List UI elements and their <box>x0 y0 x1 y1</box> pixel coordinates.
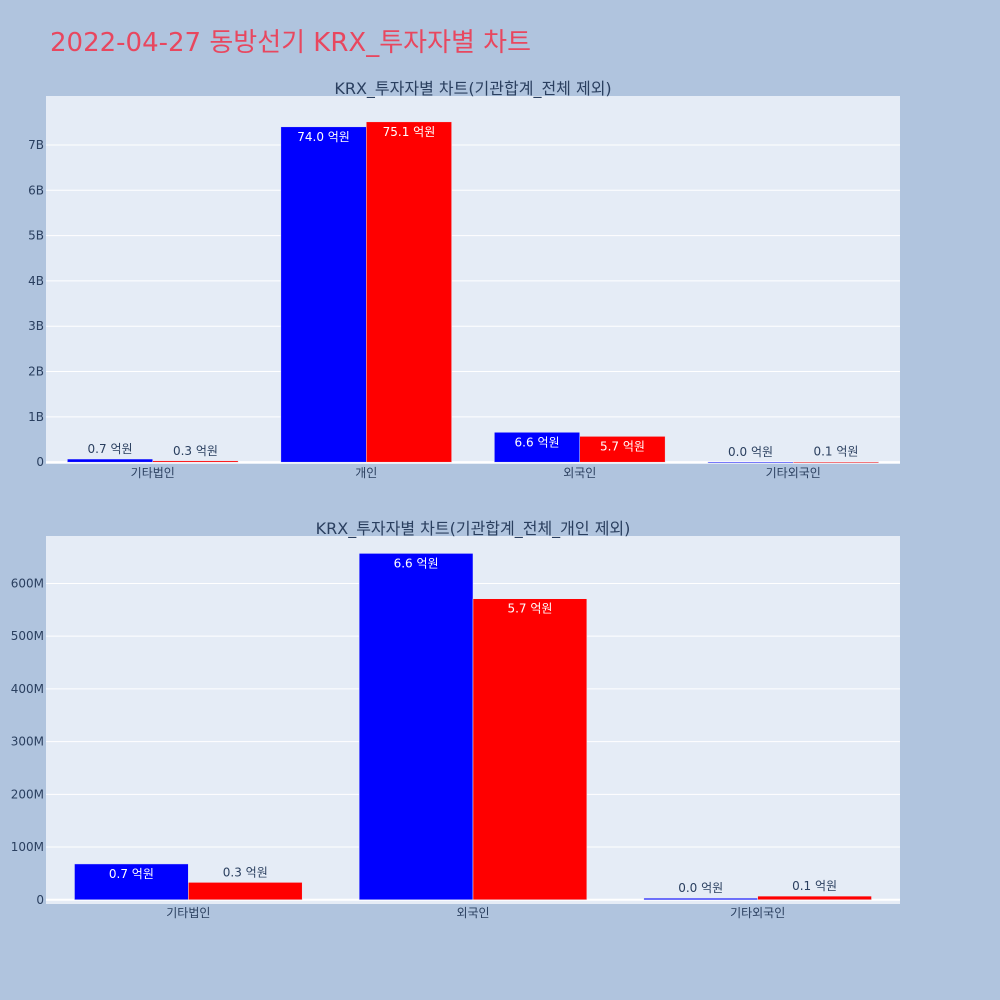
chart2-bar-sell <box>757 895 872 901</box>
chart2-ytick-label: 300M <box>11 735 44 749</box>
chart1-bar-sell <box>793 461 879 463</box>
chart2-ytick-label: 200M <box>11 787 44 801</box>
chart2-xtick-label: 외국인 <box>456 906 489 920</box>
chart2-xtick-label: 기타법인 <box>166 906 210 920</box>
chart2-data-label: 0.0 억원 <box>678 881 723 895</box>
chart1-ytick-label: 0 <box>36 455 44 469</box>
chart1-plot-area <box>46 96 900 464</box>
chart1-ytick-label: 6B <box>28 183 44 197</box>
chart1-ytick-label: 2B <box>28 365 44 379</box>
chart1-data-label: 0.0 억원 <box>728 445 773 459</box>
chart2-bar-buy <box>358 553 474 901</box>
chart2-bar-sell <box>188 882 303 901</box>
chart1-data-label: 0.3 억원 <box>173 444 218 458</box>
chart2-bar-buy <box>74 863 189 901</box>
chart1-data-label: 74.0 억원 <box>297 130 350 144</box>
chart1-bar-buy <box>67 458 153 463</box>
chart1-xtick-label: 개인 <box>355 466 377 480</box>
chart1-xtick-label: 기타외국인 <box>766 466 821 480</box>
chart2-bar-buy <box>643 897 758 901</box>
chart2-xtick-label: 기타외국인 <box>730 906 785 920</box>
chart2-title: KRX_투자자별 차트(기관합계_전체_개인 제외) <box>316 519 631 539</box>
chart1-data-label: 0.1 억원 <box>813 445 858 459</box>
chart1-ytick-label: 4B <box>28 274 44 288</box>
chart1-data-label: 75.1 억원 <box>383 125 436 139</box>
chart1-bar-sell <box>152 460 239 463</box>
chart2-ytick-label: 400M <box>11 682 44 696</box>
chart1-title: KRX_투자자별 차트(기관합계_전체 제외) <box>334 79 611 99</box>
chart2-data-label: 0.3 억원 <box>223 865 268 879</box>
chart1-bar-buy <box>494 432 581 463</box>
chart1-ytick-label: 7B <box>28 138 44 152</box>
chart2-data-label: 6.6 억원 <box>394 556 439 570</box>
chart1-xtick-label: 외국인 <box>563 466 596 480</box>
chart1-data-label: 5.7 억원 <box>600 439 645 453</box>
chart2-ytick-label: 600M <box>11 576 44 590</box>
chart1-data-label: 6.6 억원 <box>515 435 560 449</box>
chart2-ytick-label: 100M <box>11 840 44 854</box>
chart1-ytick-label: 1B <box>28 410 44 424</box>
chart2-ytick-label: 500M <box>11 629 44 643</box>
chart2-data-label: 0.1 억원 <box>792 879 837 893</box>
chart2-ytick-label: 0 <box>36 893 44 907</box>
chart2-bar-sell <box>472 598 588 901</box>
chart1-xtick-label: 기타법인 <box>131 466 175 480</box>
chart1-bar-sell <box>579 436 666 463</box>
chart1-bar-buy <box>707 461 794 464</box>
chart1-bar-sell <box>366 121 452 463</box>
chart1-ytick-label: 3B <box>28 319 44 333</box>
chart2-data-label: 5.7 억원 <box>507 602 552 616</box>
chart2-data-label: 0.7 억원 <box>109 867 154 881</box>
chart1-bar-buy <box>280 126 367 463</box>
chart1-data-label: 0.7 억원 <box>88 442 133 456</box>
page-title: 2022-04-27 동방선기 KRX_투자자별 차트 <box>50 28 532 58</box>
chart1-ytick-label: 5B <box>28 229 44 243</box>
